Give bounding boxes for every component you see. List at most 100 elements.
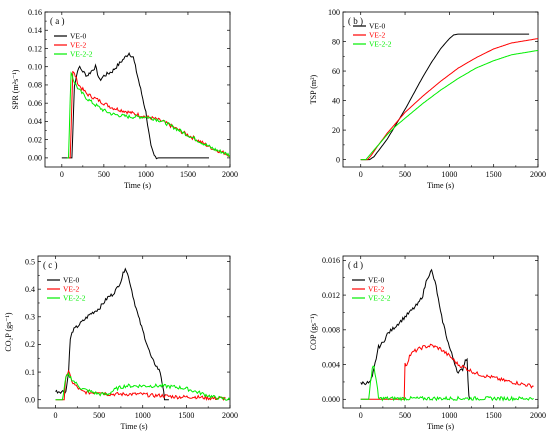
y-tick-label: 0.00 (28, 154, 42, 163)
y-tick: 40 (332, 96, 538, 105)
y-tick: 0.06 (28, 99, 230, 108)
y-tick-label: 0.02 (28, 135, 42, 144)
series-line-ve-0 (360, 33, 530, 161)
legend: VE-0VE-2VE-2-2 (353, 22, 392, 49)
y-tick-label: 0.3 (25, 313, 35, 322)
x-tick: 1500 (486, 256, 502, 420)
y-tick: 0.12 (28, 44, 230, 53)
x-tick-label: 2000 (222, 411, 238, 420)
x-tick: 0 (359, 12, 363, 179)
series-line-ve-2 (55, 369, 226, 402)
series-line-ve-2-2 (360, 365, 534, 402)
y-tick-label: 20 (332, 126, 340, 135)
y-tick: 0.02 (28, 135, 230, 144)
x-tick-label: 1000 (138, 170, 154, 179)
y-tick: 0.3 (25, 313, 230, 322)
x-tick-label: 1500 (178, 411, 194, 420)
y-tick-label: 0.06 (28, 99, 42, 108)
x-tick-label: 0 (359, 411, 363, 420)
y-tick-label: 0.12 (28, 44, 42, 53)
series-line-ve-0 (55, 267, 169, 401)
y-tick: 0.14 (28, 26, 230, 35)
y-tick-label: 0.16 (28, 8, 42, 17)
y-tick-label: 0.0 (25, 396, 35, 405)
y-tick: 0.04 (28, 117, 230, 126)
y-tick-label: 0.1 (25, 368, 35, 377)
legend-entry: VE-2 (63, 285, 79, 294)
y-tick: 0.012 (322, 291, 538, 300)
y-tick: 80 (332, 37, 538, 46)
x-tick: 1500 (486, 12, 502, 179)
x-tick-label: 500 (399, 170, 411, 179)
x-tick: 0 (60, 12, 64, 179)
y-tick-label: 0.08 (28, 81, 42, 90)
plot-frame (342, 255, 539, 409)
y-tick-label: 0 (336, 155, 340, 164)
series-line-ve-2 (360, 38, 538, 161)
legend-entry: VE-0 (369, 22, 385, 31)
x-tick-label: 1000 (441, 411, 457, 420)
y-tick-label: 0.4 (25, 285, 35, 294)
x-tick-label: 500 (93, 411, 105, 420)
y-tick: 0.4 (25, 285, 230, 294)
y-tick: 0 (336, 155, 538, 164)
y-tick: 20 (332, 126, 538, 135)
y-tick-label: 40 (332, 96, 340, 105)
x-tick: 500 (98, 12, 110, 179)
x-axis-label: Time (s) (427, 181, 454, 190)
plot-frame (44, 11, 231, 168)
x-tick-label: 0 (60, 170, 64, 179)
y-tick-label: 0.004 (322, 360, 340, 369)
legend-entry: VE-2-2 (369, 40, 392, 49)
x-tick: 500 (399, 12, 411, 179)
series-line-ve-2-2 (55, 371, 230, 401)
y-tick: 0.016 (322, 256, 538, 265)
x-tick: 2000 (530, 256, 546, 420)
y-tick-label: 0.14 (28, 26, 42, 35)
legend-entry: VE-0 (70, 32, 86, 41)
series-line-ve-2-2 (66, 71, 230, 159)
y-tick: 0.10 (28, 63, 230, 72)
y-tick: 0.08 (28, 81, 230, 90)
y-tick: 0.004 (322, 360, 538, 369)
y-tick: 0.1 (25, 368, 230, 377)
series-line-ve-0 (360, 268, 471, 400)
x-tick-label: 1500 (486, 411, 502, 420)
y-tick: 0.008 (322, 326, 538, 335)
series-line-ve-2 (360, 343, 534, 400)
x-tick: 1000 (441, 12, 457, 179)
legend: VE-0VE-2VE-2-2 (47, 276, 86, 303)
x-axis-label: Time (s) (124, 181, 151, 190)
y-tick: 0.000 (322, 395, 538, 404)
y-tick-label: 80 (332, 37, 340, 46)
y-tick-label: 0.016 (322, 256, 340, 265)
series-line-ve-2-2 (360, 49, 538, 161)
y-tick-label: 0.10 (28, 63, 42, 72)
x-tick-label: 500 (399, 411, 411, 420)
plot-frame (37, 255, 231, 409)
y-axis-label: COP (gs⁻¹) (309, 314, 318, 351)
y-tick: 100 (328, 8, 538, 17)
x-tick-label: 2000 (530, 170, 546, 179)
x-tick: 2000 (222, 12, 238, 179)
y-tick: 0.5 (25, 257, 230, 266)
legend-entry: VE-2 (368, 285, 384, 294)
series-line-ve-0 (61, 52, 209, 160)
x-tick: 1000 (441, 256, 457, 420)
x-tick-label: 1000 (441, 170, 457, 179)
x-tick: 0 (53, 256, 57, 420)
x-tick: 500 (93, 256, 105, 420)
x-axis-label: Time (s) (427, 422, 454, 431)
y-tick-label: 0.000 (322, 395, 340, 404)
y-tick-label: 0.5 (25, 257, 35, 266)
y-tick-label: 60 (332, 67, 340, 76)
y-tick-label: 0.008 (322, 326, 340, 335)
legend-entry: VE-0 (63, 276, 79, 285)
y-axis-label: TSP (m²) (309, 74, 318, 104)
y-tick-label: 0.012 (322, 291, 340, 300)
panel-label: ( d ) (348, 260, 363, 270)
x-tick: 2000 (530, 12, 546, 179)
x-tick: 0 (359, 256, 363, 420)
x-tick-label: 1500 (180, 170, 196, 179)
